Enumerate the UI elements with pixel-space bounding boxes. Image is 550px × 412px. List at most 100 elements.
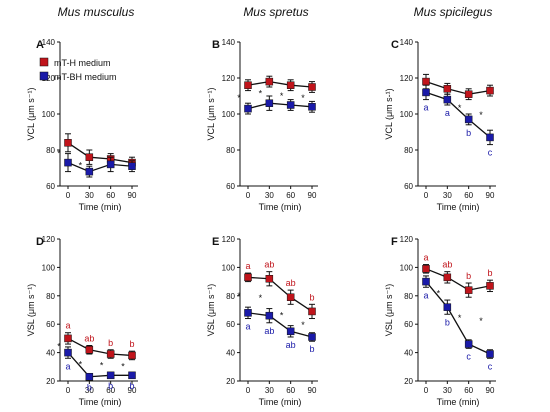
significance-mark-f: *: [437, 288, 441, 298]
x-tick-label-e: 60: [286, 386, 295, 395]
data-point-b-0: [286, 81, 295, 89]
y-tick-label-d: 20: [46, 377, 55, 386]
x-tick-label-f: 30: [443, 386, 452, 395]
data-point-f-0: [486, 282, 494, 290]
group-letter-d: b: [108, 338, 113, 348]
panel-label-e: E: [212, 236, 219, 248]
x-axis-label-b: Time (min): [259, 202, 302, 212]
data-point-a-1: [128, 162, 136, 170]
data-point-a-1: [64, 158, 72, 167]
data-point-d-0: [64, 334, 72, 343]
group-letter-e: ab: [286, 278, 296, 288]
x-axis-label-d: Time (min): [79, 397, 122, 407]
y-tick-label-c: 100: [400, 110, 414, 119]
species-title-3: Mus spicilegus: [414, 5, 493, 19]
y-tick-label-e: 60: [226, 320, 235, 329]
panel-b: B 60 80 100 120 140 0 30 60 90 Time (min) VCL (μm s…: [206, 38, 318, 212]
y-tick-label-a: 60: [46, 182, 55, 191]
data-point-c-0: [422, 77, 430, 86]
y-tick-label-f: 100: [400, 263, 414, 272]
x-tick-label-a: 60: [106, 191, 115, 200]
data-point-f-0: [422, 265, 430, 273]
group-letter-f: c: [488, 361, 493, 371]
data-point-f-1: [422, 277, 430, 286]
data-point-d-1: [85, 372, 94, 381]
group-letter-c: c: [488, 148, 493, 158]
x-tick-label-f: 60: [464, 386, 473, 395]
data-point-b-1: [286, 101, 295, 109]
legend-label-mth: mT-H medium: [54, 58, 111, 68]
legend-marker-mth: [39, 57, 49, 67]
series-line-a-0: [67, 142, 133, 164]
significance-mark-a: *: [57, 149, 61, 159]
significance-mark-e: *: [259, 293, 263, 303]
panels-group: A 60 80 100 120 140 0 30 60 90 Time (min) VCL (μm s…: [26, 38, 496, 407]
data-point-a-0: [64, 139, 72, 147]
data-point-c-0: [464, 90, 473, 98]
data-point-b-1: [265, 99, 274, 107]
y-axis-label-f: VSL (μm s⁻¹): [384, 284, 394, 337]
y-tick-label-f: 80: [404, 292, 413, 301]
panel-a: A 60 80 100 120 140 0 30 60 90 Time (min) VCL (μm s…: [26, 38, 138, 212]
data-point-c-1: [422, 88, 430, 97]
significance-mark-e: *: [301, 320, 305, 330]
series-line-c-0: [425, 80, 491, 95]
group-letter-f: a: [423, 253, 428, 263]
data-point-d-0: [128, 351, 136, 360]
x-axis-label-e: Time (min): [259, 397, 302, 407]
group-letter-d: b: [129, 381, 134, 391]
group-letter-e: a: [245, 261, 250, 271]
data-point-d-1: [106, 371, 115, 380]
significance-mark-e: *: [280, 310, 284, 320]
x-tick-label-b: 0: [246, 191, 251, 200]
panel-label-f: F: [391, 236, 398, 248]
species-title-2: Mus spretus: [243, 5, 308, 19]
x-tick-label-e: 0: [246, 386, 251, 395]
data-point-d-0: [85, 346, 94, 354]
group-letter-c: b: [466, 128, 471, 138]
data-point-d-1: [128, 371, 136, 380]
y-tick-label-b: 120: [222, 74, 236, 83]
x-tick-label-f: 90: [486, 386, 495, 395]
y-tick-label-d: 100: [42, 263, 56, 272]
significance-mark-d: *: [57, 342, 61, 352]
group-letter-f: b: [466, 271, 471, 281]
x-tick-label-a: 0: [66, 191, 71, 200]
group-letter-d: b: [129, 339, 134, 349]
significance-mark-a: *: [79, 160, 83, 170]
y-tick-label-c: 120: [400, 74, 414, 83]
y-tick-label-d: 60: [46, 320, 55, 329]
legend: mT-H medium mT-BH medium: [39, 57, 117, 82]
panel-label-a: A: [36, 39, 44, 51]
group-letter-d: b: [87, 383, 92, 393]
series-line-d-1: [67, 352, 132, 378]
data-point-c-1: [486, 133, 494, 142]
significance-mark-d: *: [100, 361, 104, 371]
panel-f: F 20 40 60 80 100 120 0 30 60 90 Time (min) VSL (μm …: [384, 235, 496, 407]
significance-mark-b: *: [259, 88, 263, 98]
group-letter-c: a: [423, 103, 428, 113]
series-line-e-1: [247, 312, 313, 338]
y-tick-label-e: 20: [226, 377, 235, 386]
y-tick-label-b: 60: [226, 182, 235, 191]
y-tick-label-a: 100: [42, 110, 56, 119]
significance-mark-f: *: [458, 313, 462, 323]
group-letter-c: a: [445, 108, 450, 118]
data-point-e-0: [286, 293, 295, 301]
x-axis-label-f: Time (min): [437, 397, 480, 407]
data-point-e-1: [286, 327, 295, 336]
significance-mark-e: *: [237, 291, 241, 301]
x-tick-label-a: 90: [128, 191, 137, 200]
significance-mark-c: *: [479, 110, 483, 120]
significance-mark-d: *: [121, 361, 125, 371]
y-axis-label-c: VCL (μm s-¹): [384, 88, 394, 139]
y-tick-label-c: 140: [400, 38, 414, 47]
x-tick-label-e: 90: [308, 386, 317, 395]
y-axis-label-d: VSL (μm s⁻¹): [26, 284, 36, 337]
y-tick-label-d: 40: [46, 349, 55, 358]
y-tick-label-e: 40: [226, 349, 235, 358]
group-letter-f: b: [487, 268, 492, 278]
x-tick-label-a: 30: [85, 191, 94, 200]
data-point-b-1: [244, 104, 252, 113]
